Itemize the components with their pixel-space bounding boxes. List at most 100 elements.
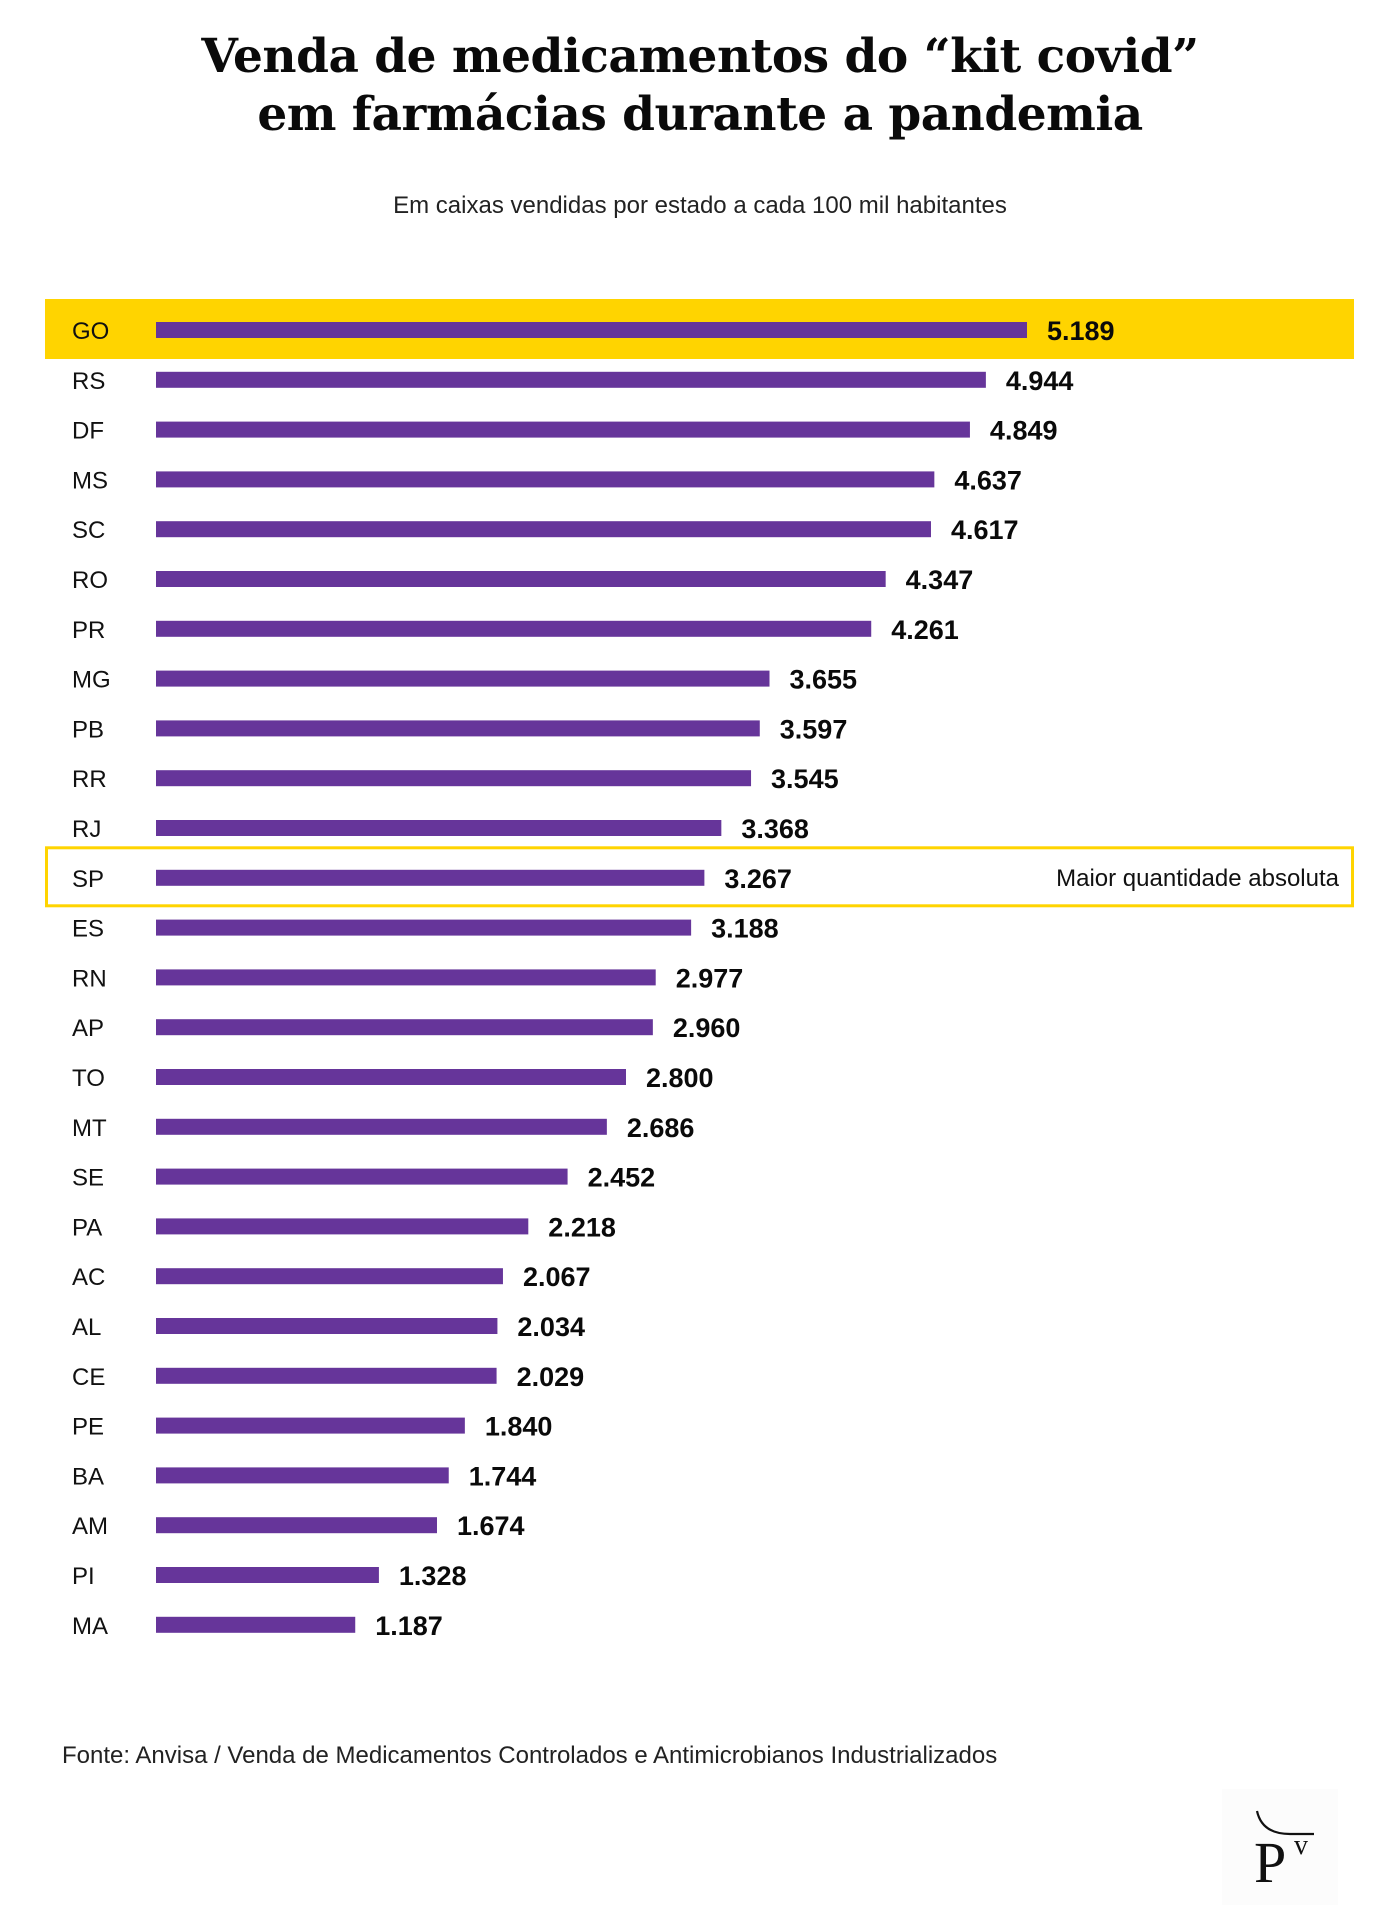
bar [156,869,705,886]
category-label: GO [72,318,109,345]
value-label: 5.189 [1047,316,1115,346]
bar-row-ms: MS 4.637 [72,465,1022,495]
category-label: RO [72,567,108,594]
category-label: ES [72,916,104,943]
value-label: 4.261 [891,615,959,645]
bar-row-go: GO 5.189 [72,316,1115,346]
bar-row-df: DF 4.849 [72,416,1058,446]
bar [156,1467,449,1484]
category-label: RR [72,766,107,793]
category-label: RS [72,368,105,395]
bar [156,620,872,637]
bar [156,1318,498,1334]
category-label: MT [72,1115,107,1142]
category-label: RJ [72,816,101,843]
value-label: 2.067 [523,1262,591,1292]
value-label: 3.267 [724,864,792,894]
chart-subtitle: Em caixas vendidas por estado a cada 100… [393,192,1007,219]
category-label: AL [72,1314,101,1341]
bar [156,421,970,438]
category-label: MS [72,467,108,494]
bar-row-se: SE 2.452 [72,1163,655,1193]
bar-row-ba: BA 1.744 [72,1461,536,1491]
bar [156,919,692,936]
chart-title: Venda de medicamentos do “kit covid” em … [0,28,1400,144]
bar [156,1019,653,1036]
bar-row-pb: PB 3.597 [72,714,847,744]
bar-row-es: ES 3.188 [72,914,779,944]
bar [156,371,986,388]
value-label: 2.452 [588,1163,656,1193]
value-label: 4.849 [990,416,1058,446]
annotation-label: Maior quantidade absoluta [1056,865,1340,892]
bar [156,720,760,737]
value-label: 1.840 [485,1412,553,1442]
bar-row-ap: AP 2.960 [72,1013,740,1043]
bar [156,820,722,836]
bar [156,670,770,687]
category-label: MG [72,667,111,694]
category-label: PR [72,617,105,644]
bar-row-am: AM 1.674 [72,1511,525,1541]
bar-row-sp: SP 3.267 [72,864,792,894]
bar [156,1417,465,1434]
value-label: 2.800 [646,1063,714,1093]
bar [156,1069,626,1085]
category-label: MA [72,1613,108,1640]
category-label: PA [72,1214,102,1241]
source-note: Fonte: Anvisa / Venda de Medicamentos Co… [62,1742,998,1769]
bar-row-mg: MG 3.655 [72,665,857,695]
bar [156,1268,503,1285]
bar [156,1567,379,1583]
value-label: 3.597 [780,714,848,744]
value-label: 2.686 [627,1113,695,1143]
bar-row-ce: CE 2.029 [72,1362,584,1392]
value-label: 1.674 [457,1511,525,1541]
chart-title-line-1: Venda de medicamentos do “kit covid” [201,29,1199,84]
value-label: 1.328 [399,1561,467,1591]
bar-row-rn: RN 2.977 [72,963,743,993]
value-label: 3.368 [741,814,809,844]
category-label: CE [72,1364,105,1391]
bar [156,1517,437,1534]
category-label: SC [72,517,105,544]
bar [156,521,931,538]
bar-row-rr: RR 3.545 [72,764,839,794]
value-label: 4.617 [951,515,1019,545]
value-label: 3.188 [711,914,779,944]
category-label: RN [72,965,107,992]
bar [156,1118,607,1135]
value-label: 1.744 [469,1461,537,1491]
highlight-outline-sp [45,846,1354,908]
value-label: 3.655 [790,665,858,695]
bar [156,770,752,787]
bar [156,1218,529,1235]
category-label: SE [72,1165,104,1192]
value-label: 4.347 [906,565,974,595]
category-label: DF [72,418,104,445]
value-label: 2.960 [673,1013,741,1043]
category-label: SP [72,866,104,893]
bar [156,1367,497,1384]
poder360-logo-icon: P v [1222,1789,1338,1905]
value-label: 2.034 [517,1312,585,1342]
category-label: AC [72,1264,105,1291]
chart-title-line-2: em farmácias durante a pandemia [257,87,1143,142]
bar [156,1616,356,1633]
bar-row-al: AL 2.034 [72,1312,585,1342]
bar-row-rs: RS 4.944 [72,366,1073,396]
category-label: PI [72,1563,95,1590]
category-label: TO [72,1065,105,1092]
category-label: AM [72,1513,108,1540]
value-label: 2.977 [676,963,744,993]
value-label: 4.944 [1006,366,1074,396]
bar-row-ro: RO 4.347 [72,565,973,595]
value-label: 4.637 [954,465,1022,495]
bar [156,322,1027,338]
value-label: 2.218 [548,1212,616,1242]
value-label: 2.029 [517,1362,585,1392]
bar-row-sc: SC 4.617 [72,515,1019,545]
bar-row-ma: MA 1.187 [72,1611,443,1641]
category-label: PB [72,716,104,743]
